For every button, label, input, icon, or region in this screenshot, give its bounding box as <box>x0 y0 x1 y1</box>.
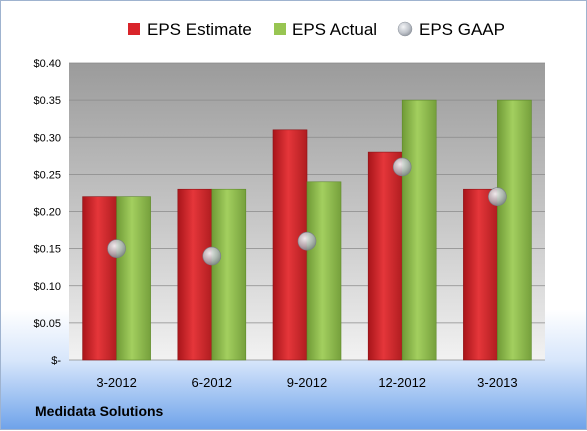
legend-swatch-actual <box>274 23 286 35</box>
company-name: Medidata Solutions <box>35 403 164 419</box>
bar-eps-actual <box>116 196 151 361</box>
bar-eps-actual <box>401 99 437 361</box>
point-eps-gaap <box>392 157 412 177</box>
x-tick-label: 6-2012 <box>192 375 232 390</box>
bar-eps-estimate <box>367 151 403 361</box>
y-tick-label: $0.15 <box>33 244 61 256</box>
bar-eps-estimate <box>82 196 117 361</box>
x-tick-label: 12-2012 <box>378 375 426 390</box>
legend-label-estimate: EPS Estimate <box>147 20 252 39</box>
y-tick-label: $- <box>51 355 61 367</box>
legend-label-gaap: EPS GAAP <box>419 20 505 39</box>
bar-eps-estimate <box>463 188 498 361</box>
y-tick-label: $0.25 <box>33 169 61 181</box>
bar-eps-actual <box>306 181 342 361</box>
gaap-points <box>107 157 507 266</box>
y-tick-label: $0.05 <box>33 318 61 330</box>
bar-eps-actual <box>211 188 247 361</box>
point-eps-gaap <box>107 239 126 258</box>
bars <box>82 99 532 361</box>
point-eps-gaap <box>297 231 317 251</box>
y-axis-ticks: $- $0.05 $0.10 $0.15 $0.20 $0.25 $0.30 $0.35 $0.… <box>33 58 61 367</box>
y-tick-label: $0.10 <box>33 281 61 293</box>
bar-eps-estimate <box>177 188 213 361</box>
point-eps-gaap <box>202 246 222 266</box>
legend: EPS Estimate EPS Actual EPS GAAP <box>128 20 505 39</box>
y-tick-label: $0.20 <box>33 207 61 219</box>
point-eps-gaap <box>488 187 507 206</box>
x-tick-label: 3-2012 <box>96 375 136 390</box>
y-tick-label: $0.30 <box>33 132 61 144</box>
x-tick-label: 3-2013 <box>477 375 517 390</box>
legend-label-actual: EPS Actual <box>292 20 377 39</box>
bar-eps-actual <box>497 99 532 361</box>
y-tick-label: $0.40 <box>33 58 61 70</box>
x-axis-ticks: 3-2012 6-2012 9-2012 12-2012 3-2013 <box>96 375 517 390</box>
legend-swatch-estimate <box>128 23 140 35</box>
legend-swatch-gaap <box>397 21 413 37</box>
x-tick-label: 9-2012 <box>287 375 327 390</box>
bar-eps-estimate <box>272 129 308 361</box>
y-tick-label: $0.35 <box>33 95 61 107</box>
